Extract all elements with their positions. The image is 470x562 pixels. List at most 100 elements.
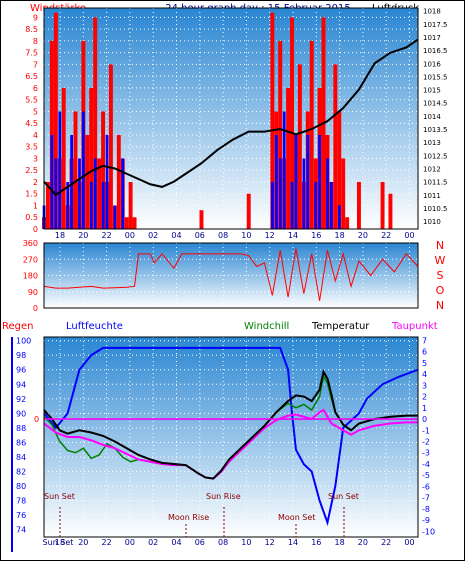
- windchill-label: Windchill: [244, 321, 289, 332]
- wind-avg-bar: [306, 134, 310, 229]
- direction-tick-label: 0: [33, 304, 38, 313]
- wind-avg-bar: [93, 158, 97, 229]
- compass-label: O: [436, 284, 445, 297]
- wind-tick-label: 6.5: [25, 72, 38, 81]
- x-tick-label: 16: [311, 231, 321, 240]
- x-tick-label: 06: [195, 231, 205, 240]
- pressure-tick-label: 1017.5: [423, 21, 448, 29]
- rain-label: Regen: [2, 321, 34, 332]
- x-tick-label: 18: [55, 538, 65, 547]
- wind-gust-bar: [333, 64, 338, 229]
- wind-gust-bar: [73, 111, 78, 229]
- wind-direction-line: [43, 248, 419, 301]
- pressure-tick-label: 1015.5: [423, 73, 448, 81]
- temperature-tick-label: -6: [422, 482, 430, 491]
- pressure-tick-label: 1018: [423, 8, 441, 16]
- grid-2: [44, 242, 418, 309]
- wind-gust-bar: [108, 64, 113, 229]
- wind-gust-bar: [337, 111, 342, 229]
- grid-3: [44, 337, 418, 537]
- astronomy-annotation: Sun Set: [44, 492, 75, 501]
- wind-tick-label: 5: [33, 107, 38, 116]
- wind-pressure-chart: 24 hour graph day : 15 Februar 2015 Wind…: [25, 3, 447, 240]
- x-tick-label: 18: [335, 538, 345, 547]
- wind-gust-bar: [101, 111, 106, 229]
- direction-tick-label: 360: [23, 239, 38, 248]
- humidity-tick-label: 86: [16, 438, 26, 447]
- wind-avg-bar: [290, 181, 294, 229]
- x-tick-label: 20: [78, 538, 88, 547]
- x-tick-label: 00: [404, 538, 414, 547]
- plot-frame-3: [43, 336, 419, 538]
- wind-avg-bar: [271, 181, 274, 229]
- wind-avg-bar: [282, 111, 286, 229]
- wind-avg-bar: [58, 111, 62, 229]
- pressure-tick-label: 1017: [423, 34, 441, 42]
- x-tick-label: 08: [218, 538, 228, 547]
- temperature-tick-label: 1: [422, 404, 427, 413]
- wind-tick-label: 6: [33, 84, 38, 93]
- humidity-tick-label: 80: [16, 482, 26, 491]
- x-tick-label: 08: [218, 231, 228, 240]
- wind-tick-label: 8: [33, 37, 38, 46]
- pressure-tick-label: 1011: [423, 192, 441, 200]
- humidity-tick-label: 84: [16, 453, 26, 462]
- wind-avg-bar: [66, 181, 70, 229]
- temperature-tick-label: -10: [422, 527, 435, 536]
- wind-gust-bar: [93, 17, 98, 230]
- compass-label: S: [437, 269, 444, 282]
- wind-avg-bar: [101, 181, 105, 229]
- humidity-tick-label: 100: [16, 337, 31, 346]
- wind-tick-label: 3.5: [25, 143, 38, 152]
- wind-gust-bar: [45, 181, 50, 229]
- wind-tick-label: 2: [33, 178, 38, 187]
- wind-tick-label: 3: [33, 154, 38, 163]
- wind-gust-bar: [85, 134, 90, 229]
- humidity-tick-label: 82: [16, 468, 26, 477]
- wind-gust-bar: [380, 181, 385, 229]
- pressure-y-axis: 1010 1010.5 1011 1011.5 1012 1012.5 1013 1013.5…: [423, 8, 448, 226]
- wind-gust-bar: [270, 12, 275, 229]
- pressure-tick-label: 1016.5: [423, 47, 448, 55]
- wind-tick-label: 7.5: [25, 49, 38, 58]
- wind-tick-label: 0.5: [25, 213, 38, 222]
- humidity-tick-label: 78: [16, 497, 26, 506]
- pressure-tick-label: 1012.5: [423, 152, 448, 160]
- wind-gust-bar: [297, 64, 302, 229]
- wind-gust-bar: [309, 40, 314, 230]
- dewpoint-label: Taupunkt: [391, 321, 438, 332]
- compass-label: N: [436, 299, 444, 312]
- temperature-tick-label: -9: [422, 516, 430, 525]
- wind-avg-bar: [318, 134, 322, 229]
- wind-gust-bar: [246, 193, 251, 229]
- compass-label: W: [435, 254, 446, 267]
- wind-avg-bar: [314, 181, 318, 229]
- x-tick-label: 22: [381, 231, 391, 240]
- temperature-tick-label: 6: [422, 348, 427, 357]
- wind-avg-bar: [121, 158, 125, 229]
- wind-gust-bar: [278, 40, 283, 230]
- x-tick-label: 04: [171, 231, 181, 240]
- astronomy-annotations: Sun Set Sun Rise Sun Set Moon Rise Moon Set: [44, 492, 359, 537]
- wind-avg-bar: [70, 134, 74, 229]
- x-tick-label: 14: [288, 538, 298, 547]
- humidity-tick-label: 94: [16, 380, 26, 389]
- humidity-y-axis: 74 76 78 80 82 84 86 88 90 92 94 96 98 100: [16, 337, 31, 535]
- pressure-tick-label: 1010.5: [423, 205, 448, 213]
- wind-tick-label: 0: [33, 225, 38, 234]
- wind-gust-bar: [53, 12, 58, 229]
- temperature-tick-label: -1: [422, 426, 430, 435]
- x-tick-label: 22: [102, 538, 112, 547]
- x-tick-label: 20: [78, 231, 88, 240]
- wind-gust-bar: [341, 158, 346, 229]
- x-tick-label: 02: [148, 538, 158, 547]
- temperature-tick-label: 5: [422, 359, 427, 368]
- wind-gust-bar: [356, 181, 361, 229]
- wind-gust-bar: [89, 87, 94, 229]
- wind-avg-bar: [89, 181, 93, 229]
- wind-gust-bar: [97, 158, 102, 229]
- x-tick-label: 14: [288, 231, 298, 240]
- x-tick-label: 04: [171, 538, 181, 547]
- temperature-tick-label: -2: [422, 437, 430, 446]
